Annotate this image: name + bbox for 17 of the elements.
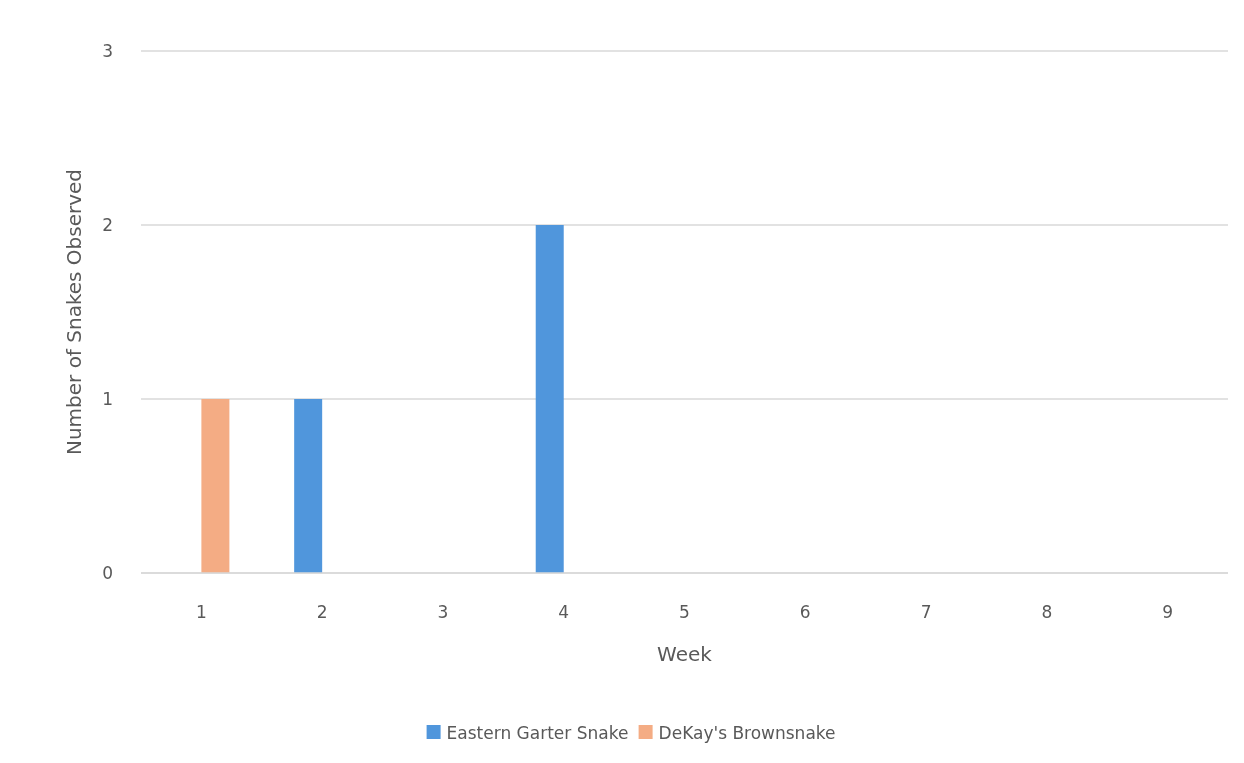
x-tick-label: 7 [920, 602, 932, 622]
x-tick-label: 9 [1162, 602, 1174, 622]
x-tick-label: 4 [558, 602, 570, 622]
legend-label: Eastern Garter Snake [446, 722, 629, 743]
y-tick-label: 0 [102, 562, 113, 583]
y-tick-label: 2 [102, 214, 113, 235]
x-tick-label: 1 [195, 602, 207, 622]
legend-label: DeKay's Brownsnake [658, 722, 836, 743]
y-tick-label: 3 [102, 40, 113, 61]
x-axis-title: Week [657, 642, 713, 666]
y-axis-title: Number of Snakes Observed [62, 168, 86, 456]
x-tick-label: 5 [679, 602, 690, 622]
x-tick-label: 2 [316, 602, 328, 622]
x-tick-label: 3 [437, 602, 449, 622]
x-tick-label: 6 [799, 602, 811, 622]
x-tick-label: 8 [1041, 602, 1053, 622]
y-tick-label: 1 [102, 388, 113, 409]
